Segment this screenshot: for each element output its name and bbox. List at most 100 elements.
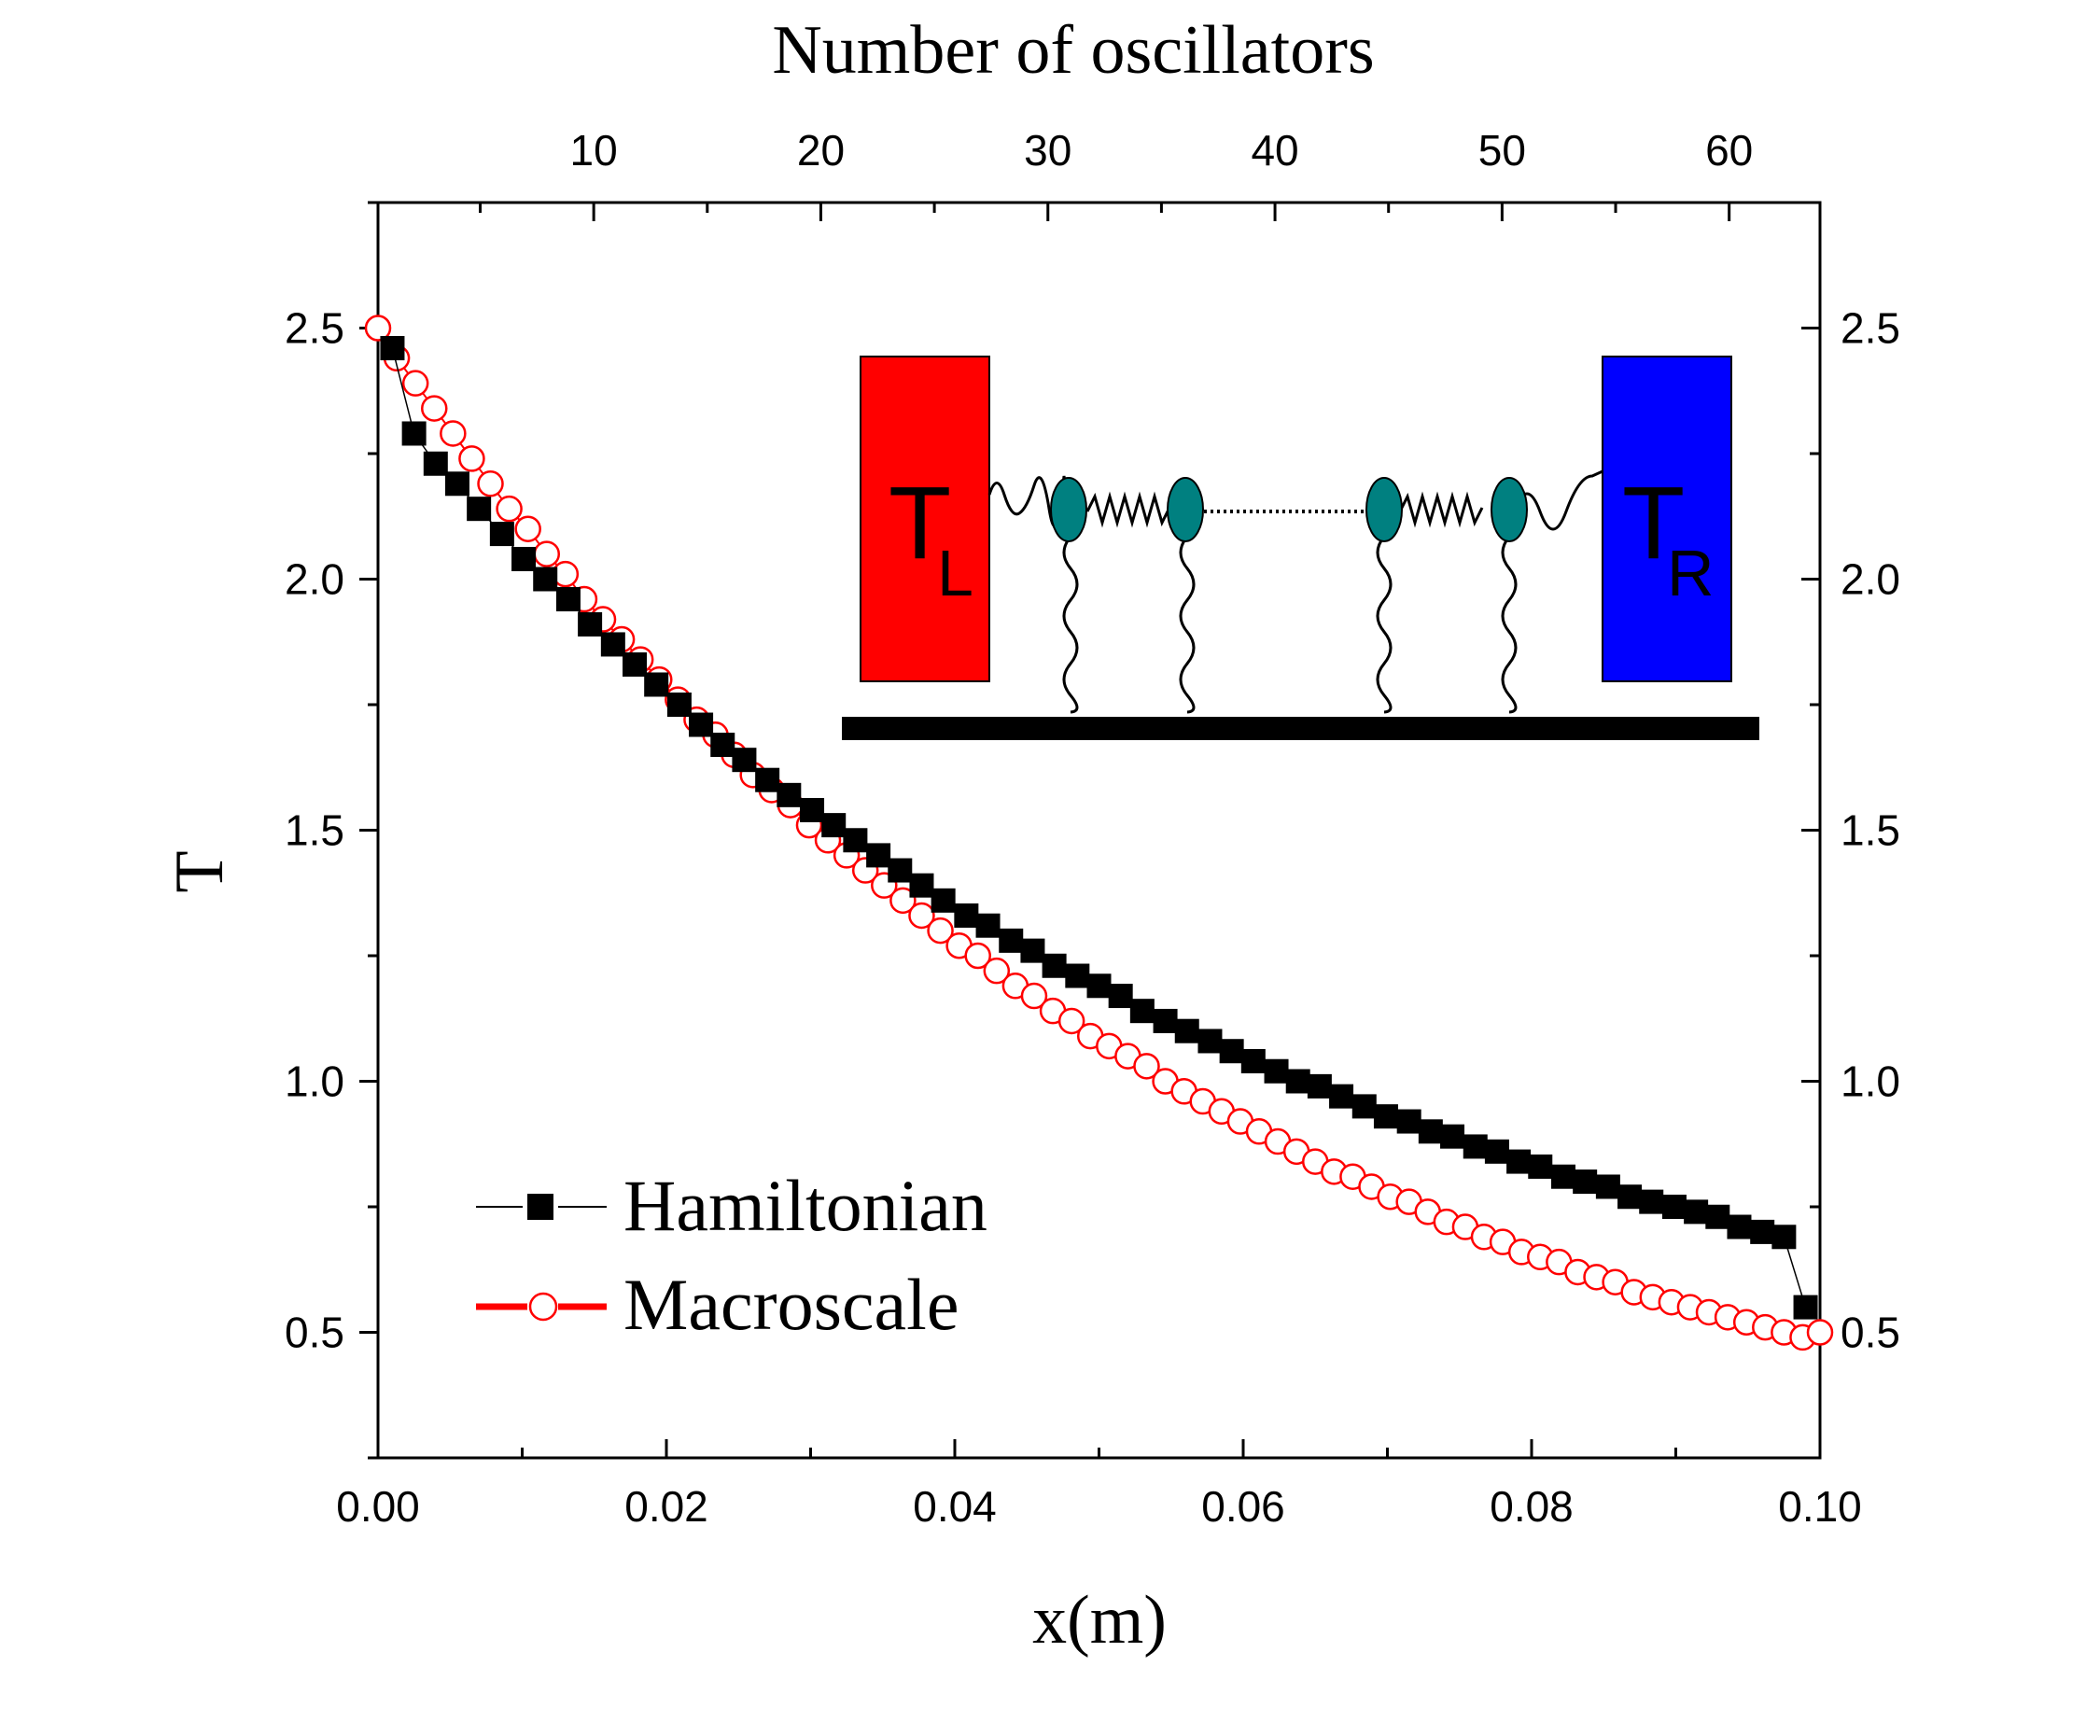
macroscale-point	[927, 917, 954, 945]
top-x-tick-label: 60	[1705, 126, 1753, 175]
hamiltonian-point	[1771, 1225, 1797, 1250]
hamiltonian-point	[644, 672, 669, 697]
right-coupling-spring	[1512, 469, 1603, 531]
hamiltonian-point	[1351, 1094, 1377, 1119]
hamiltonian-point	[1197, 1029, 1223, 1054]
hamiltonian-point	[511, 546, 537, 571]
hamiltonian-point	[578, 611, 603, 637]
series-layer	[364, 315, 1834, 1351]
hamiltonian-point	[1307, 1073, 1332, 1099]
hamiltonian-point	[1506, 1149, 1532, 1174]
macroscale-point	[533, 540, 561, 567]
oscillator-3	[1365, 477, 1403, 542]
y-right-tick-label: 2.5	[1841, 304, 1900, 353]
x-tick-label: 0.02	[624, 1482, 708, 1531]
right-reservoir	[1602, 356, 1732, 682]
substrate-spring-4	[1501, 536, 1518, 714]
hamiltonian-point	[931, 888, 956, 913]
substrate-spring-1	[1062, 536, 1079, 714]
hamiltonian-point	[1108, 984, 1133, 1009]
left-reservoir	[860, 356, 990, 682]
x-tick-label: 0.04	[913, 1482, 997, 1531]
legend-marker-hamiltonian	[527, 1194, 553, 1220]
hamiltonian-point	[1750, 1219, 1775, 1244]
macroscale-point	[514, 515, 541, 542]
hamiltonian-point	[1528, 1154, 1553, 1179]
macroscale-point	[983, 957, 1011, 985]
legend-label-macroscale: Macroscale	[623, 1264, 959, 1345]
y-right-tick-label: 1.5	[1841, 806, 1900, 855]
right-reservoir-subscript: R	[1667, 537, 1715, 609]
hamiltonian-point	[1240, 1048, 1266, 1073]
hamiltonian-point	[600, 632, 625, 657]
oscillator-4	[1491, 477, 1528, 542]
hamiltonian-point	[1020, 938, 1045, 963]
legend-label-hamiltonian: Hamiltonian	[623, 1165, 987, 1246]
legend: Hamiltonian Macroscale	[476, 1165, 987, 1345]
hamiltonian-point	[1684, 1199, 1709, 1225]
hamiltonian-point	[1550, 1164, 1575, 1189]
oscillator-2	[1167, 477, 1204, 542]
hamiltonian-point	[533, 567, 558, 592]
hamiltonian-point	[1219, 1039, 1244, 1064]
hamiltonian-point	[401, 421, 427, 446]
hamiltonian-point	[999, 928, 1024, 953]
macroscale-point	[964, 942, 991, 970]
hamiltonian-line	[391, 347, 1807, 1308]
left-reservoir-subscript: L	[937, 537, 973, 609]
top-x-tick-label: 20	[797, 126, 845, 175]
hamiltonian-point	[777, 782, 802, 807]
hamiltonian-point	[555, 587, 581, 612]
hamiltonian-point	[1661, 1195, 1687, 1219]
hamiltonian-point	[1285, 1069, 1310, 1094]
y-tick-label: 0.5	[285, 1309, 344, 1357]
y-tick-label: 2.0	[285, 555, 344, 604]
y-tick-label: 1.5	[285, 806, 344, 855]
hamiltonian-point	[1174, 1018, 1199, 1043]
top-x-tick-label: 40	[1251, 126, 1298, 175]
macroscale-point	[364, 315, 392, 342]
macroscale-point	[421, 395, 448, 422]
hamiltonian-point	[1440, 1124, 1465, 1149]
substrate-spring-2	[1179, 536, 1196, 714]
hamiltonian-point	[821, 813, 847, 838]
hamiltonian-point	[954, 903, 979, 928]
substrate-bar	[842, 717, 1759, 740]
hamiltonian-point	[423, 451, 448, 476]
hamiltonian-point	[1129, 999, 1155, 1024]
hamiltonian-point	[1705, 1204, 1730, 1229]
substrate-spring-3	[1376, 536, 1393, 714]
macroscale-point	[1020, 982, 1048, 1010]
hamiltonian-point	[1264, 1058, 1289, 1084]
right-reservoir-label: T	[1622, 466, 1685, 581]
hamiltonian-point	[975, 913, 1001, 938]
macroscale-point	[401, 370, 429, 397]
macroscale-point	[1057, 1007, 1085, 1035]
top-x-tick-label: 30	[1024, 126, 1071, 175]
macroscale-point	[889, 887, 917, 915]
y-right-tick-label: 1.0	[1841, 1057, 1900, 1106]
hamiltonian-point	[1727, 1214, 1752, 1239]
inset-schematic: T L T R	[842, 356, 1759, 740]
x-tick-label: 0.06	[1201, 1482, 1285, 1531]
hamiltonian-point	[1153, 1008, 1178, 1033]
macroscale-point	[477, 470, 504, 497]
hamiltonian-point	[1595, 1174, 1620, 1199]
hamiltonian-point	[467, 497, 492, 522]
spring-1-2	[1085, 491, 1171, 528]
y-right-tick-label: 2.0	[1841, 555, 1900, 604]
macroscale-point	[908, 902, 935, 930]
macroscale-point	[440, 420, 467, 447]
macroscale-point	[458, 445, 485, 472]
y-axis-title: T	[161, 850, 238, 892]
top-x-tick-label: 10	[570, 126, 618, 175]
hamiltonian-point	[843, 828, 868, 853]
hamiltonian-point	[732, 748, 757, 773]
hamiltonian-point	[1042, 953, 1067, 978]
hamiltonian-point	[1639, 1189, 1664, 1214]
hamiltonian-point	[1373, 1104, 1398, 1129]
hamiltonian-point	[1793, 1295, 1818, 1320]
y-right-tick-label: 0.5	[1841, 1309, 1900, 1357]
